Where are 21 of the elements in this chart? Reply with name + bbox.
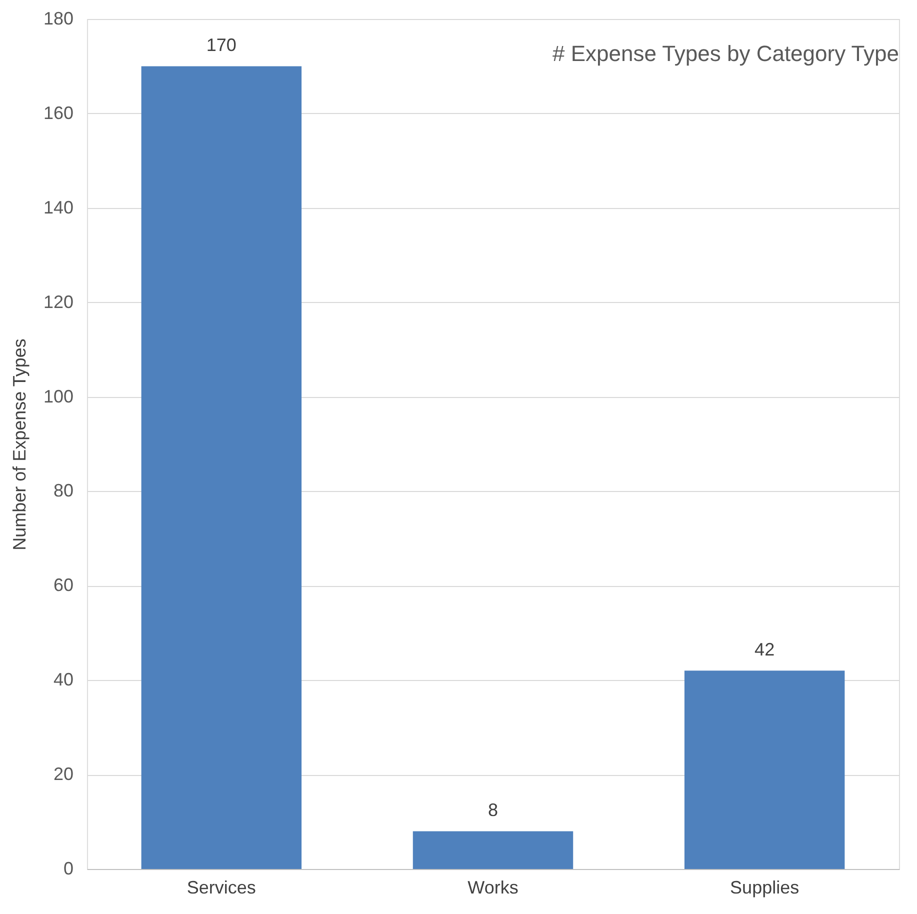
y-tick-label: 0 <box>63 858 74 878</box>
y-tick-label: 160 <box>43 102 74 123</box>
y-tick-label: 20 <box>53 764 74 784</box>
x-tick-label: Works <box>468 878 518 898</box>
data-label: 42 <box>754 640 775 660</box>
bar <box>141 66 302 869</box>
x-tick-label: Services <box>186 878 256 898</box>
text: # Expense Types by Category Type <box>552 41 899 66</box>
y-tick-label: 80 <box>53 480 74 501</box>
x-tick-label: Supplies <box>730 878 800 898</box>
y-tick-label: 180 <box>43 8 74 28</box>
y-tick-label: 40 <box>53 670 74 690</box>
y-tick-label: 100 <box>43 386 74 406</box>
y-tick-label: 140 <box>43 197 74 218</box>
bar <box>412 831 574 869</box>
data-label: 170 <box>206 35 236 56</box>
data-label: 8 <box>488 800 498 820</box>
bar <box>684 670 845 869</box>
y-tick-label: 60 <box>53 575 74 596</box>
y-axis-title: Number of Expense Types <box>9 338 30 550</box>
y-tick-label: 120 <box>43 292 74 312</box>
